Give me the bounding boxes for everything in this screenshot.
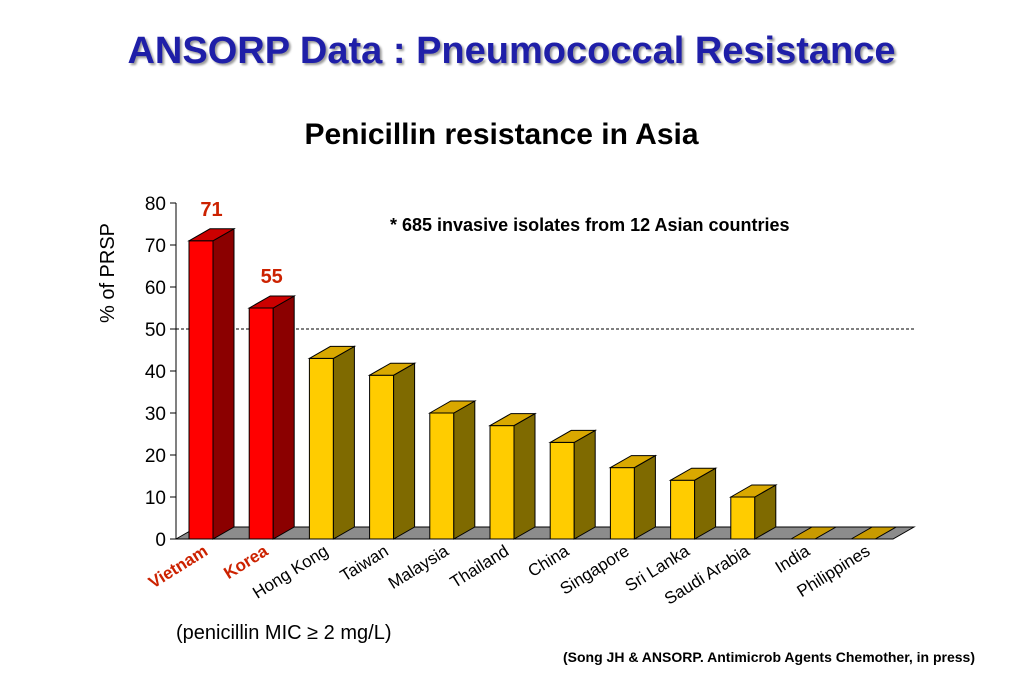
y-tick-label: 20 (145, 446, 166, 467)
bar-sri-lanka (668, 467, 718, 540)
y-tick-label: 70 (145, 236, 166, 257)
bar-taiwan (367, 362, 417, 540)
slide-title: ANSORP Data : Pneumococcal Resistance (127, 30, 896, 72)
chart-annotation: * 685 invasive isolates from 12 Asian co… (390, 215, 790, 235)
citation: (Song JH & ANSORP. Antimicrob Agents Che… (562, 649, 975, 665)
data-label: 55 (261, 266, 283, 288)
category-label: Thailand (447, 541, 512, 592)
bar-vietnam (187, 227, 236, 540)
y-tick-label: 10 (145, 488, 166, 509)
bar-india (789, 526, 838, 540)
bar-korea (247, 295, 297, 540)
bar-saudi-arabia (728, 484, 778, 540)
bar-thailand (488, 412, 537, 540)
chart-title: Penicillin resistance in Asia (304, 118, 699, 151)
bar-china (548, 429, 598, 540)
y-tick-label: 40 (145, 362, 166, 383)
bar-singapore (608, 454, 658, 540)
y-tick-label: 30 (145, 404, 166, 425)
data-label: 71 (200, 199, 222, 221)
y-tick-label: 60 (145, 278, 166, 299)
category-label: Singapore (557, 541, 633, 598)
category-label: Malaysia (385, 541, 452, 593)
category-label: Taiwan (337, 541, 392, 585)
bar-hong-kong (307, 345, 357, 540)
category-label: India (772, 541, 814, 577)
y-tick-label: 80 (145, 194, 166, 215)
bar-philippines (849, 526, 899, 540)
bar-malaysia (427, 400, 477, 540)
category-label: China (525, 541, 573, 581)
y-tick-label: 50 (145, 320, 166, 341)
y-tick-label: 0 (155, 530, 166, 551)
y-axis-label: % of PRSP (97, 223, 119, 323)
footnote: (penicillin MIC ≥ 2 mg/L) (176, 622, 392, 644)
